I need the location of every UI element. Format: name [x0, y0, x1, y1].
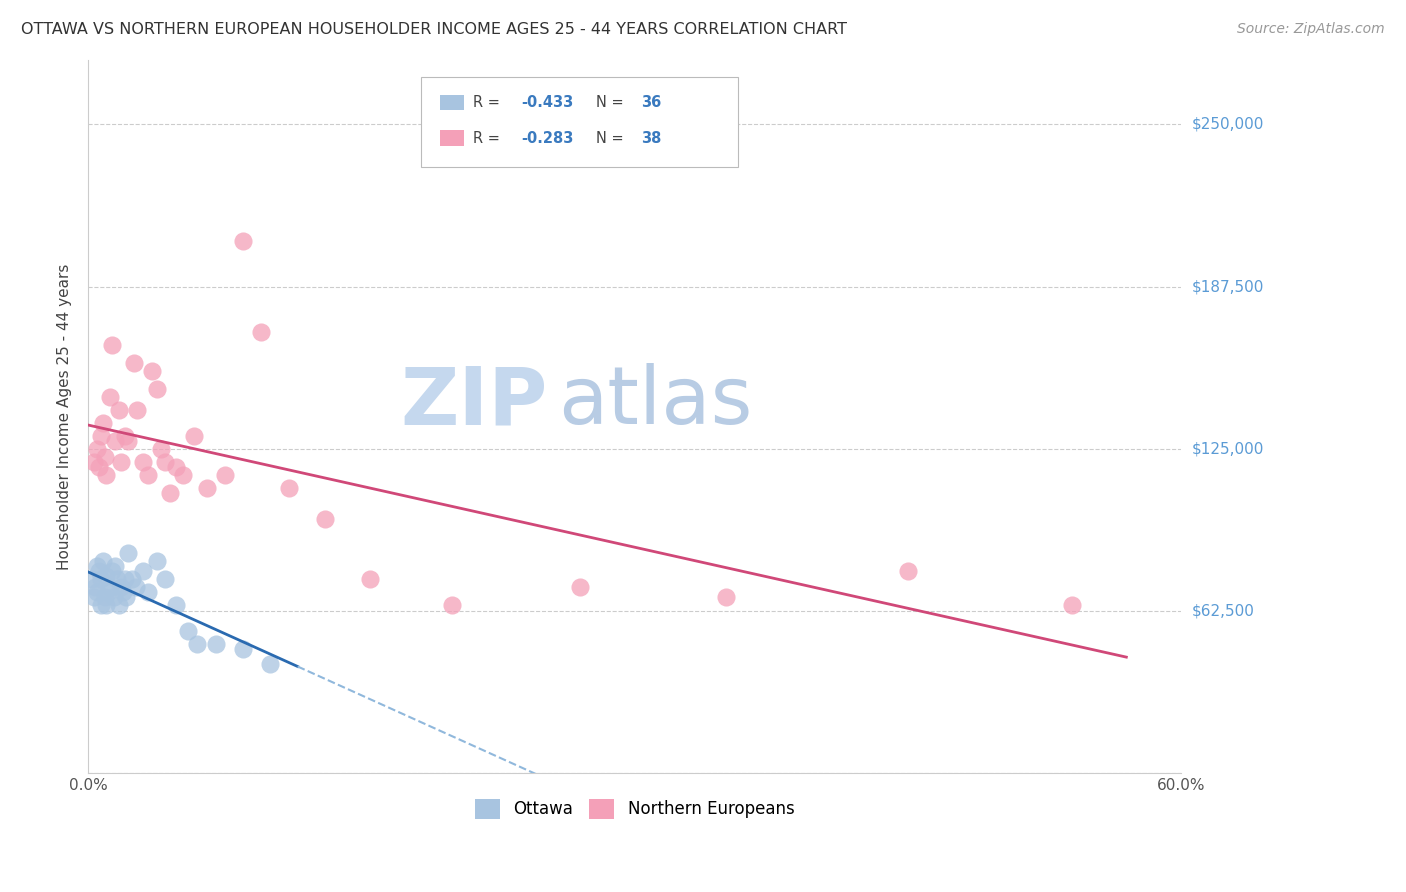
- Text: -0.283: -0.283: [520, 130, 574, 145]
- Point: [111, 584, 134, 599]
- Point: [250, 325, 273, 339]
- Point: [90, 429, 112, 443]
- Point: [359, 572, 381, 586]
- Point: [90, 598, 112, 612]
- Point: [714, 590, 737, 604]
- Point: [441, 598, 464, 612]
- Text: 38: 38: [641, 130, 661, 145]
- Text: N =: N =: [596, 130, 628, 145]
- Point: [90, 572, 112, 586]
- Text: OTTAWA VS NORTHERN EUROPEAN HOUSEHOLDER INCOME AGES 25 - 44 YEARS CORRELATION CH: OTTAWA VS NORTHERN EUROPEAN HOUSEHOLDER …: [21, 22, 846, 37]
- Point: [91, 416, 114, 430]
- Point: [568, 580, 591, 594]
- Point: [232, 641, 254, 656]
- Point: [86, 558, 108, 573]
- Point: [115, 590, 138, 604]
- Point: [277, 481, 299, 495]
- FancyBboxPatch shape: [422, 78, 738, 167]
- Point: [93, 590, 115, 604]
- Point: [110, 455, 132, 469]
- Text: $62,500: $62,500: [1192, 604, 1256, 619]
- Point: [105, 572, 128, 586]
- Text: 36: 36: [641, 95, 661, 110]
- Point: [314, 512, 336, 526]
- Point: [127, 403, 149, 417]
- Point: [104, 558, 127, 573]
- Point: [86, 442, 108, 456]
- Point: [153, 455, 176, 469]
- Point: [98, 580, 121, 594]
- Point: [104, 434, 127, 449]
- Text: R =: R =: [472, 95, 505, 110]
- Point: [150, 442, 173, 456]
- Point: [159, 486, 181, 500]
- Point: [141, 364, 163, 378]
- Text: R =: R =: [472, 130, 505, 145]
- Point: [114, 429, 136, 443]
- Point: [165, 460, 187, 475]
- Legend: Ottawa, Northern Europeans: Ottawa, Northern Europeans: [468, 792, 801, 826]
- Point: [83, 455, 105, 469]
- Point: [1060, 598, 1083, 612]
- Point: [93, 450, 115, 464]
- Point: [186, 637, 208, 651]
- Point: [101, 564, 124, 578]
- Point: [204, 637, 226, 651]
- Point: [136, 467, 159, 482]
- Point: [183, 429, 205, 443]
- Point: [172, 467, 194, 482]
- Point: [897, 564, 920, 578]
- Point: [122, 356, 145, 370]
- Text: -0.433: -0.433: [520, 95, 574, 110]
- Point: [146, 382, 169, 396]
- Point: [87, 460, 110, 475]
- Point: [96, 598, 118, 612]
- Point: [96, 569, 118, 583]
- Point: [114, 572, 136, 586]
- Point: [146, 553, 169, 567]
- Point: [110, 580, 132, 594]
- Point: [259, 657, 281, 672]
- Point: [121, 572, 143, 586]
- Point: [103, 590, 125, 604]
- Point: [153, 572, 176, 586]
- Text: $250,000: $250,000: [1192, 117, 1264, 132]
- Text: N =: N =: [596, 95, 628, 110]
- Point: [80, 572, 103, 586]
- Point: [117, 546, 139, 560]
- Text: $187,500: $187,500: [1192, 279, 1264, 294]
- Text: Source: ZipAtlas.com: Source: ZipAtlas.com: [1237, 22, 1385, 37]
- Text: $125,000: $125,000: [1192, 442, 1264, 457]
- Point: [136, 584, 159, 599]
- Point: [86, 584, 108, 599]
- Point: [232, 235, 254, 249]
- Point: [132, 564, 155, 578]
- Y-axis label: Householder Income Ages 25 - 44 years: Householder Income Ages 25 - 44 years: [58, 263, 72, 570]
- FancyBboxPatch shape: [440, 95, 464, 111]
- Text: ZIP: ZIP: [399, 363, 547, 442]
- Point: [108, 403, 131, 417]
- Point: [84, 580, 107, 594]
- Point: [132, 455, 155, 469]
- Point: [195, 481, 218, 495]
- Point: [87, 564, 110, 578]
- Point: [177, 624, 200, 638]
- Point: [101, 338, 124, 352]
- Text: atlas: atlas: [558, 363, 752, 442]
- Point: [117, 434, 139, 449]
- Point: [91, 553, 114, 567]
- Point: [165, 598, 187, 612]
- FancyBboxPatch shape: [440, 130, 464, 146]
- Point: [214, 467, 236, 482]
- Point: [96, 467, 118, 482]
- Point: [124, 580, 146, 594]
- Point: [98, 390, 121, 404]
- Point: [108, 598, 131, 612]
- Point: [83, 590, 105, 604]
- Point: [97, 584, 120, 599]
